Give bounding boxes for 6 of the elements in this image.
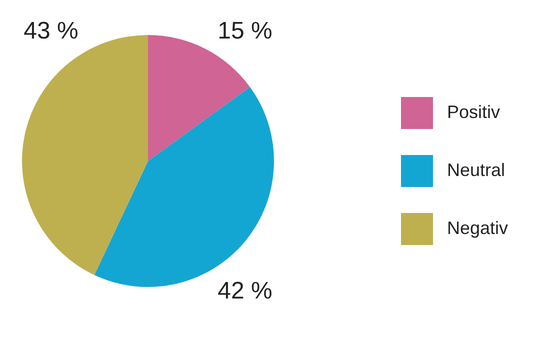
data-label: 43 % [24,18,78,44]
legend-label: Positiv [447,102,502,123]
data-label: 42 % [218,278,272,304]
legend-label: Neutral [447,160,506,181]
legend-label: Negativ [447,218,510,239]
data-label: 15 % [218,18,272,44]
